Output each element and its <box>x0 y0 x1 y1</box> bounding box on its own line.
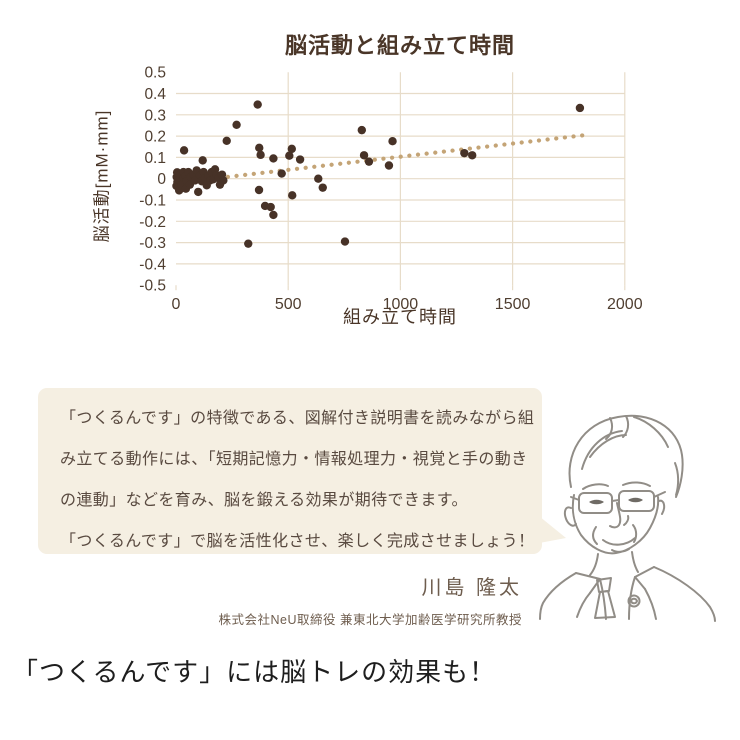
svg-text:-0.1: -0.1 <box>139 193 166 210</box>
svg-text:-0.3: -0.3 <box>139 235 166 252</box>
svg-text:2000: 2000 <box>607 296 643 313</box>
scatter-plot: 0 500 1000 1500 2000 0.5 0.4 0.3 0.2 0.1 0 -0.1 -0.2… <box>139 65 643 314</box>
svg-text:-0.5: -0.5 <box>139 278 166 295</box>
svg-text:1500: 1500 <box>495 296 531 313</box>
speech-bubble: 「つくるんです」の特徴である、図解付き説明書を読みながら組 み立てる動作には、「… <box>38 388 542 554</box>
signature-block: 川島 隆太 株式会社NeU取締役 兼東北大学加齢医学研究所教授 <box>219 571 522 628</box>
chart-title: 脳活動と組み立て時間 <box>284 33 515 58</box>
speech-bubble-tail-icon <box>534 512 566 544</box>
svg-text:0.5: 0.5 <box>144 65 166 82</box>
person-title: 株式会社NeU取締役 兼東北大学加齢医学研究所教授 <box>218 613 522 627</box>
portrait-hair <box>568 414 684 498</box>
portrait-suit <box>539 551 716 622</box>
portrait-face <box>563 481 666 555</box>
bubble-text-line: 「つくるんです」の特徴である、図解付き説明書を読みながら組 <box>60 410 535 427</box>
svg-text:-0.4: -0.4 <box>139 256 166 273</box>
svg-text:0.1: 0.1 <box>144 150 166 167</box>
svg-text:0.3: 0.3 <box>144 107 166 124</box>
headline: 「つくるんです」には脳トレの効果も！ <box>12 657 497 687</box>
bubble-text-line: 「つくるんです」で脳を活性化させ、楽しく完成させましょう！ <box>60 533 535 550</box>
svg-text:0.2: 0.2 <box>144 129 166 146</box>
svg-text:0: 0 <box>172 296 181 313</box>
person-name: 川島 隆太 <box>421 577 522 599</box>
svg-text:0.4: 0.4 <box>144 86 166 103</box>
svg-text:500: 500 <box>275 296 302 313</box>
svg-text:1000: 1000 <box>383 296 419 313</box>
bubble-text-line: の連動」などを育み、脳を鍛える効果が期待できます。 <box>60 492 468 509</box>
bubble-text-line: み立てる動作には、「短期記憶力・情報処理力・視覚と手の動き <box>60 451 528 468</box>
x-axis-title: 組み立て時間 <box>343 307 457 327</box>
svg-text:0: 0 <box>157 171 166 188</box>
portrait-glasses <box>570 490 666 514</box>
professor-portrait-illustration <box>539 414 716 622</box>
svg-text:-0.2: -0.2 <box>139 214 166 231</box>
